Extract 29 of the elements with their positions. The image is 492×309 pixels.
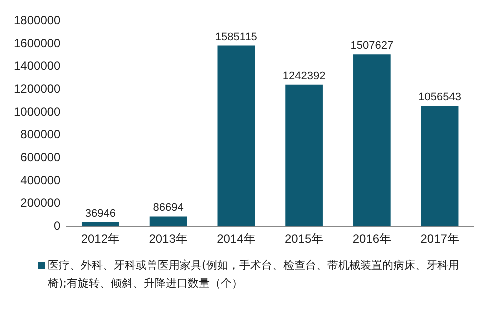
y-tick-label: 0 bbox=[54, 218, 62, 233]
data-label: 1585115 bbox=[215, 31, 258, 44]
x-tick-label: 2015年 bbox=[284, 232, 324, 246]
data-label: 1056543 bbox=[418, 92, 462, 104]
data-label: 1507627 bbox=[350, 40, 394, 52]
y-tick-label: 200000 bbox=[20, 196, 62, 210]
bar bbox=[82, 222, 120, 227]
y-tick-label: 600000 bbox=[20, 150, 62, 164]
y-tick-label: 1400000 bbox=[14, 59, 62, 74]
x-tick-label: 2012年 bbox=[81, 232, 120, 246]
legend-label: 医疗、外科、牙科或兽医用家具(例如，手术台、检查台、带机械装置的病床、牙科用椅);有旋转、倾斜、升降进口数量（个） bbox=[48, 259, 460, 290]
x-tick-label: 2016年 bbox=[352, 232, 392, 246]
bar bbox=[286, 84, 323, 227]
x-tick-label: 2017年 bbox=[420, 232, 460, 246]
y-tick-label: 800000 bbox=[20, 128, 62, 142]
y-tick-label: 400000 bbox=[20, 173, 62, 188]
data-label: 86694 bbox=[153, 202, 184, 214]
data-label: 1242392 bbox=[282, 70, 326, 82]
x-tick-label: 2013年 bbox=[149, 232, 188, 246]
x-tick-label: 2014年 bbox=[217, 232, 256, 246]
y-tick-label: 1000000 bbox=[14, 104, 62, 119]
y-tick-label: 1200000 bbox=[14, 82, 62, 96]
data-label: 36946 bbox=[85, 208, 116, 220]
y-tick-label: 1800000 bbox=[14, 14, 62, 28]
y-tick-label: 1600000 bbox=[14, 36, 62, 50]
bar bbox=[421, 106, 459, 227]
bar bbox=[218, 46, 256, 227]
bar bbox=[354, 54, 391, 227]
bar bbox=[150, 216, 188, 227]
